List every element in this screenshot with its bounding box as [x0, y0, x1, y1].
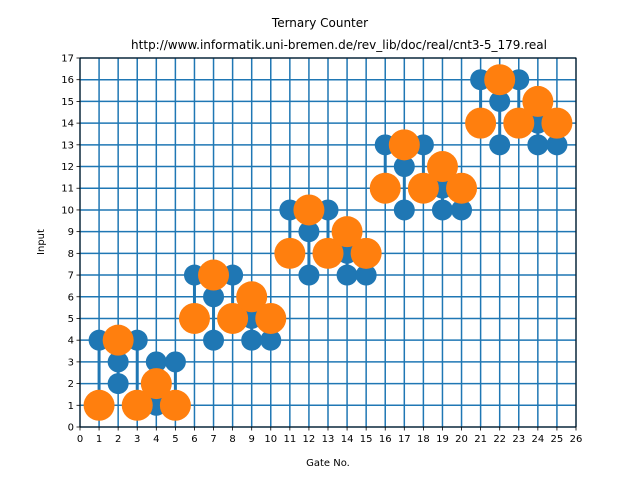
gate-16-target-point — [369, 172, 401, 204]
y-tick-label: 12 — [61, 162, 74, 173]
x-tick-label: 3 — [134, 434, 140, 445]
gate-12-target-point — [293, 194, 325, 226]
y-tick-label: 3 — [68, 357, 74, 368]
gate-7-target-point — [198, 259, 230, 291]
gate-11-target-point — [274, 237, 306, 269]
gate-21-target-point — [465, 107, 497, 139]
x-tick-label: 13 — [322, 434, 335, 445]
gate-5-target-point — [159, 389, 191, 421]
gate-13-target-point — [312, 237, 344, 269]
x-tick-label: 15 — [360, 434, 373, 445]
y-tick-label: 10 — [61, 205, 74, 216]
x-tick-label: 24 — [531, 434, 544, 445]
gate-25-control-point — [546, 134, 568, 156]
gate-17-target-point — [388, 129, 420, 161]
x-tick-label: 14 — [341, 434, 354, 445]
x-tick-label: 10 — [264, 434, 277, 445]
gate-20-control-point — [451, 199, 473, 221]
gate-24-control-point — [527, 134, 549, 156]
y-tick-label: 16 — [61, 75, 74, 86]
x-tick-label: 5 — [172, 434, 178, 445]
gate-22-control-point — [489, 134, 511, 156]
y-tick-label: 14 — [61, 119, 74, 130]
gate-22-control-point — [489, 90, 511, 112]
x-tick-label: 7 — [210, 434, 216, 445]
gate-20-target-point — [446, 172, 478, 204]
x-tick-label: 4 — [153, 434, 159, 445]
gate-19-target-point — [426, 151, 458, 183]
x-tick-label: 9 — [249, 434, 255, 445]
x-tick-label: 26 — [570, 434, 583, 445]
gate-25-target-point — [541, 107, 573, 139]
gate-24-target-point — [522, 85, 554, 117]
gate-2-control-point — [107, 351, 129, 373]
x-tick-label: 16 — [379, 434, 392, 445]
gate-2-target-point — [102, 324, 134, 356]
gate-12-control-point — [298, 221, 320, 243]
gate-15-target-point — [350, 237, 382, 269]
x-tick-label: 20 — [455, 434, 468, 445]
y-tick-label: 4 — [68, 336, 74, 347]
y-tick-label: 15 — [61, 97, 74, 108]
gate-6-target-point — [178, 302, 210, 334]
y-tick-label: 5 — [68, 314, 74, 325]
target-markers — [83, 64, 573, 421]
gate-10-target-point — [255, 302, 287, 334]
gate-12-control-point — [298, 264, 320, 286]
y-tick-label: 9 — [68, 227, 74, 238]
x-tick-label: 21 — [474, 434, 487, 445]
x-tick-label: 19 — [436, 434, 449, 445]
gate-15-control-point — [355, 264, 377, 286]
x-tick-label: 1 — [96, 434, 102, 445]
gate-19-control-point — [431, 199, 453, 221]
x-axis-ticks: 0 1 2 3 4 5 6 7 8 9 10 11 12 13 14 15 16 17 18 19 20 21 22 23 24… — [77, 427, 583, 445]
chart-subtitle: http://www.informatik.uni-bremen.de/rev_… — [131, 38, 547, 52]
x-tick-label: 25 — [551, 434, 564, 445]
y-tick-label: 2 — [68, 379, 74, 390]
gate-18-target-point — [407, 172, 439, 204]
gate-4-control-point — [145, 351, 167, 373]
gate-5-control-point — [164, 351, 186, 373]
gate-17-control-point — [393, 199, 415, 221]
gate-9-target-point — [236, 281, 268, 313]
y-tick-label: 17 — [61, 54, 74, 65]
gate-14-target-point — [331, 216, 363, 248]
y-tick-label: 8 — [68, 249, 74, 260]
x-tick-label: 11 — [283, 434, 296, 445]
chart-title: Ternary Counter — [271, 16, 368, 30]
x-tick-label: 22 — [493, 434, 506, 445]
y-tick-label: 13 — [61, 140, 74, 151]
gate-1-target-point — [83, 389, 115, 421]
y-tick-label: 1 — [68, 401, 74, 412]
x-tick-label: 2 — [115, 434, 121, 445]
x-tick-label: 6 — [191, 434, 197, 445]
x-tick-label: 8 — [229, 434, 235, 445]
y-tick-label: 7 — [68, 271, 74, 282]
gate-3-target-point — [121, 389, 153, 421]
gate-7-control-point — [203, 286, 225, 308]
x-tick-label: 0 — [77, 434, 83, 445]
x-tick-label: 17 — [398, 434, 411, 445]
gate-17-control-point — [393, 156, 415, 178]
y-tick-label: 0 — [68, 423, 74, 434]
x-axis-label: Gate No. — [306, 458, 350, 469]
gate-22-target-point — [484, 64, 516, 96]
y-tick-label: 6 — [68, 292, 74, 303]
gate-2-control-point — [107, 373, 129, 395]
gate-14-control-point — [336, 264, 358, 286]
gate-10-control-point — [260, 329, 282, 351]
gate-4-target-point — [140, 368, 172, 400]
y-tick-label: 11 — [61, 184, 74, 195]
y-axis-label: Input — [36, 229, 47, 255]
gate-8-target-point — [217, 302, 249, 334]
x-tick-label: 23 — [512, 434, 525, 445]
x-tick-label: 12 — [303, 434, 316, 445]
gate-7-control-point — [203, 329, 225, 351]
gate-23-target-point — [503, 107, 535, 139]
x-tick-label: 18 — [417, 434, 430, 445]
gate-9-control-point — [241, 329, 263, 351]
